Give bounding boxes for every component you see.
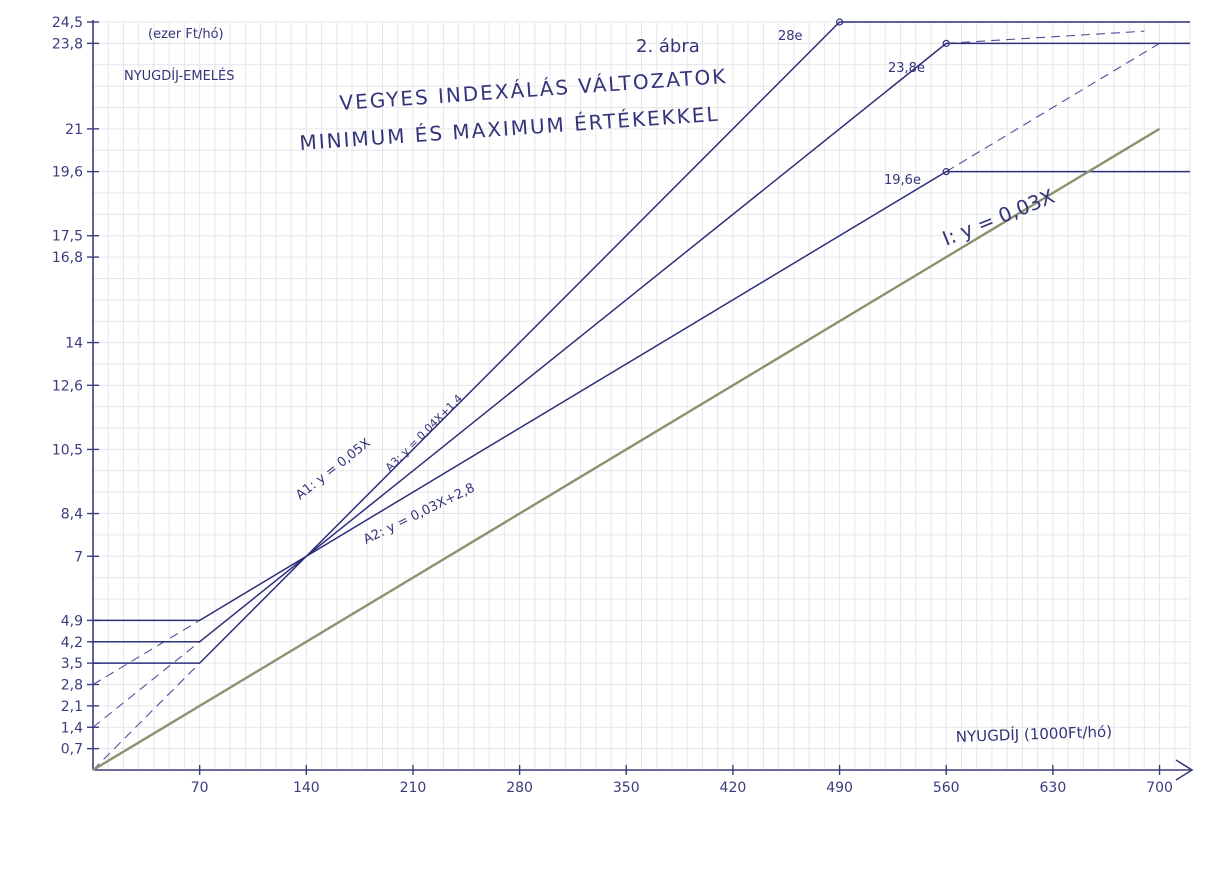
y-tick-label: 0,7 [61,742,83,758]
x-tick-label: 700 [1146,780,1173,796]
y-tick-label: 10,5 [52,442,83,458]
series-line [92,127,1161,772]
y-tick-label: 3,5 [61,656,83,672]
figure-label: 2. ábra [636,36,700,57]
y-axis-title: NYUGDÍJ-EMELÉS [124,68,235,84]
cap-label: 19,6e [884,173,921,188]
dashed-extensions [92,30,1160,771]
x-axis-arrow-icon [1175,759,1194,781]
series-line [93,170,1190,622]
cap-label: 28e [778,29,803,44]
x-axis-title: NYUGDÍJ (1000Ft/hó) [955,722,1112,746]
series-labels: A1: y = 0,05X A3: y = 0,04X+1,4A2: y = 0,… [293,184,1058,548]
y-unit-label: (ezer Ft/hó) [148,27,224,42]
dashed-extension-line [92,641,200,728]
x-tick-label: 280 [506,780,533,796]
x-tick-label: 560 [933,780,960,796]
y-tick-label: 7 [74,549,83,565]
dashed-extension-line [946,30,1145,44]
y-tick-label: 14 [65,336,83,352]
cap-label: 23,8e [888,61,925,76]
y-tick-label: 12,6 [52,378,83,394]
x-tick-label: 490 [826,780,853,796]
y-tick-label: 24,5 [52,15,83,31]
y-tick-label: 21 [65,122,83,138]
y-tick-label: 16,8 [52,250,83,266]
series-lines [92,21,1190,772]
x-tick-label: 140 [293,780,320,796]
y-tick-label: 4,9 [61,613,83,629]
cap-labels: 28e 23,8e 19,6e [778,18,950,188]
series-line [93,42,1190,643]
axis-ticks: 70 140 210 280 350 420 490 560 630 700 0,7 1,4 2,1 2,… [52,15,1173,796]
y-tick-label: 23,8 [52,36,83,52]
dashed-extension-line [945,42,1160,173]
cap-marker [942,39,950,47]
cap-marker [835,18,844,26]
dashed-extension-line [92,662,201,771]
dashed-extension-line [92,619,200,685]
series-label: I: y = 0,03X [939,184,1058,251]
y-tick-label: 19,6 [52,165,83,181]
x-tick-label: 70 [191,780,209,796]
y-tick-label: 8,4 [61,507,83,523]
grid [93,21,1191,770]
x-tick-label: 420 [720,780,747,796]
x-tick-label: 350 [613,780,640,796]
y-tick-label: 4,2 [61,635,83,651]
cap-marker [942,168,950,176]
y-tick-label: 2,1 [61,699,83,715]
series-label: A1: y = 0,05X [293,436,374,504]
series-line [93,21,1190,664]
x-tick-label: 630 [1040,780,1067,796]
series-label: A2: y = 0,03X+2,8 [361,481,477,548]
y-tick-label: 2,8 [61,678,83,694]
x-tick-label: 210 [400,780,427,796]
y-tick-label: 17,5 [52,229,83,245]
y-tick-label: 1,4 [61,720,83,736]
